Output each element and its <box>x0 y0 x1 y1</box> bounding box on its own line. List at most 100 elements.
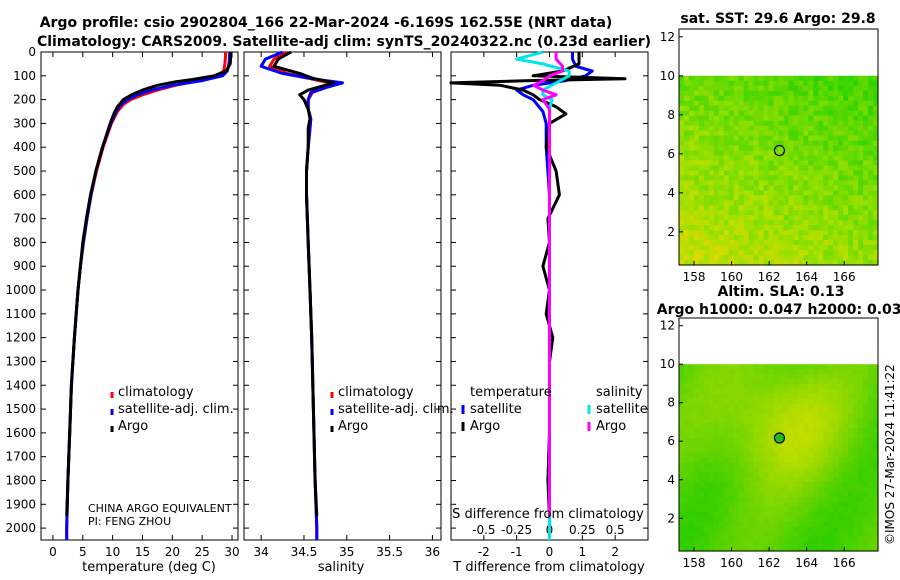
map-cell <box>773 170 780 176</box>
map-cell <box>748 155 755 162</box>
map-cell <box>688 160 695 167</box>
map-cell <box>863 185 869 191</box>
map-cell <box>858 536 864 542</box>
map-cell <box>743 496 750 503</box>
map-cell <box>873 457 879 464</box>
map-cell <box>813 467 819 473</box>
s-tick-label: -0.25 <box>501 523 532 537</box>
map-cell <box>688 215 695 221</box>
map-cell <box>708 477 715 483</box>
map-cell <box>698 180 705 186</box>
map-cell <box>708 90 715 97</box>
map-cell <box>773 521 780 528</box>
map-cell <box>873 80 879 87</box>
map-cell <box>753 240 760 246</box>
map-cell <box>708 240 715 246</box>
temperature-panel: 0 5 10 15 20 25 300100200300400500600700800900… <box>5 45 239 575</box>
map-cell <box>763 487 770 493</box>
map-cell <box>748 378 755 385</box>
map-cell <box>763 452 770 459</box>
map-cell <box>778 165 785 172</box>
map-cell <box>679 110 685 117</box>
map-cell <box>758 190 765 196</box>
map-cell <box>873 482 879 488</box>
map-cell <box>718 85 725 92</box>
map-cell <box>838 165 844 172</box>
map-cell <box>858 521 864 528</box>
map-cell <box>803 240 809 246</box>
map-cell <box>798 546 804 552</box>
map-cell <box>773 205 780 211</box>
map-cell <box>793 501 799 508</box>
map-cell <box>679 369 685 375</box>
map-cell <box>843 210 849 216</box>
map-cell <box>833 130 839 137</box>
map-cell <box>873 255 879 261</box>
map-cell <box>843 472 849 478</box>
map-cell <box>853 516 859 523</box>
map-cell <box>768 75 775 82</box>
map-cell <box>718 516 725 523</box>
map-cell <box>803 250 809 256</box>
map-cell <box>863 85 869 92</box>
map-cell <box>843 195 849 201</box>
map-cell <box>698 160 705 167</box>
map-cell <box>693 120 700 127</box>
map-cell <box>743 364 750 370</box>
map-cell <box>828 374 834 380</box>
map-cell <box>858 170 864 176</box>
map-cell <box>728 413 735 419</box>
map-cell <box>768 423 775 429</box>
map-cell <box>758 160 765 167</box>
map-cell <box>853 195 859 201</box>
map-cell <box>708 418 715 424</box>
map-cell <box>708 260 715 266</box>
map-cell <box>758 442 765 449</box>
map-cell <box>718 175 725 181</box>
map-cell <box>758 85 765 92</box>
map-cell <box>808 541 814 547</box>
map-cell <box>803 185 809 191</box>
map-cell <box>698 428 705 434</box>
map-cell <box>783 250 790 256</box>
map-cell <box>783 452 790 459</box>
map-cell <box>863 521 869 528</box>
map-cell <box>818 526 824 532</box>
map-cell <box>693 442 700 449</box>
map-cell <box>748 85 755 92</box>
map-cell <box>683 140 690 147</box>
map-cell <box>738 205 745 211</box>
map-cell <box>793 428 799 434</box>
map-cell <box>679 492 685 498</box>
map-cell <box>803 378 809 385</box>
map-cell <box>853 235 859 241</box>
map-cell <box>688 85 695 92</box>
map-cell <box>693 185 700 191</box>
map-cell <box>833 457 839 464</box>
map-cell <box>798 482 804 488</box>
map-cell <box>763 467 770 473</box>
map-cell <box>713 388 720 395</box>
map-cell <box>708 492 715 498</box>
map-cell <box>793 150 799 157</box>
map-cell <box>828 437 834 444</box>
map-cell <box>848 501 854 508</box>
map-cell <box>868 546 874 552</box>
map-cell <box>823 364 829 370</box>
map-cell <box>828 205 834 211</box>
map-cell <box>718 452 725 459</box>
map-cell <box>758 175 765 181</box>
map-cell <box>838 140 844 147</box>
x-tick-label: 158 <box>683 270 706 284</box>
map-cell <box>798 383 804 390</box>
map-cell <box>788 160 795 167</box>
map-cell <box>698 140 705 147</box>
map-cell <box>778 195 785 201</box>
map-cell <box>713 496 720 503</box>
map-cell <box>838 516 844 523</box>
map-cell <box>753 235 760 241</box>
x-tick-label: 5 <box>79 545 87 559</box>
map-cell <box>743 437 750 444</box>
map-cell <box>718 546 725 552</box>
map-cell <box>748 487 755 493</box>
